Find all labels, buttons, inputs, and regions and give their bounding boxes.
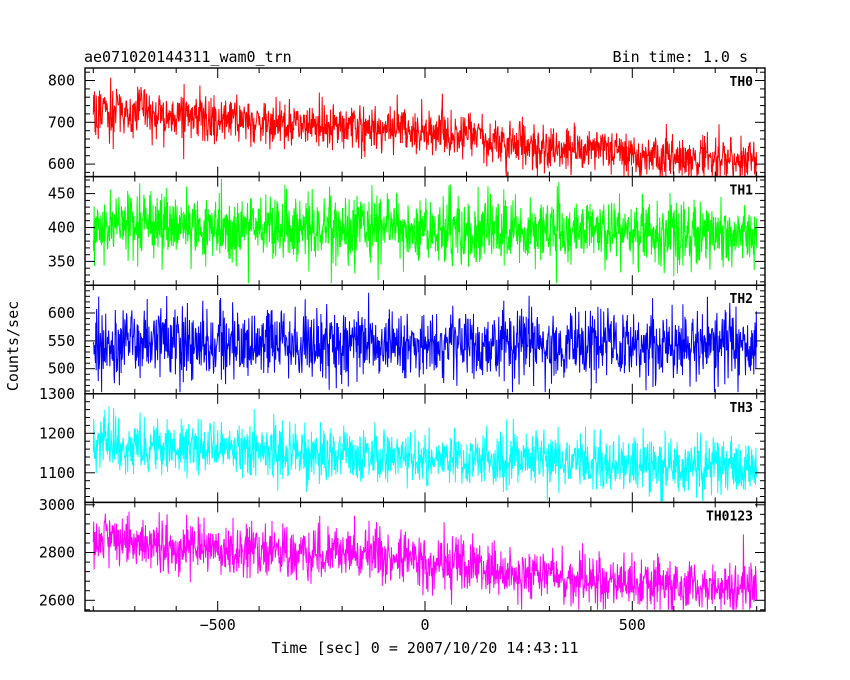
x-tick-label: 500 [619, 616, 646, 634]
y-tick-label-th3: 1300 [39, 385, 75, 403]
y-tick-label-th0123: 3000 [39, 496, 75, 514]
y-tick-label-th3: 1100 [39, 464, 75, 482]
y-tick-label-th3: 1200 [39, 424, 75, 442]
series-line-th0123 [92, 511, 758, 610]
x-tick-label: 0 [420, 616, 429, 634]
y-tick-label-th0: 700 [48, 113, 75, 131]
panel-label-th3: TH3 [730, 401, 753, 416]
panel-label-th0123: TH0123 [706, 509, 753, 524]
series-line-th2 [92, 292, 758, 393]
y-tick-label-th1: 350 [48, 252, 75, 270]
y-tick-label-th0123: 2600 [39, 591, 75, 609]
y-tick-label-th0: 600 [48, 155, 75, 173]
chart-title: ae071020144311_wam0_trn [84, 48, 292, 66]
y-tick-label-th0123: 2800 [39, 544, 75, 562]
panel-label-th0: TH0 [730, 75, 754, 90]
x-axis-label: Time [sec] 0 = 2007/10/20 14:43:11 [271, 639, 578, 657]
panel-frame-th0 [84, 67, 766, 178]
y-tick-label-th2: 600 [48, 304, 75, 322]
y-tick-label-th2: 550 [48, 332, 75, 350]
series-line-th0 [92, 77, 758, 178]
x-tick-label: −500 [200, 616, 236, 634]
panels-group: 600 700 800 TH0 350 400 450 TH1 500 550 600 TH2 1100… [39, 67, 766, 634]
y-tick-label-th1: 450 [48, 185, 75, 203]
y-tick-label-th1: 400 [48, 219, 75, 237]
y-tick-label-th2: 500 [48, 360, 75, 378]
panel-label-th1: TH1 [730, 184, 754, 199]
y-axis-label: Counts/sec [4, 301, 22, 391]
panel-label-th2: TH2 [730, 292, 753, 307]
series-line-th3 [92, 406, 758, 502]
bin-time-label: Bin time: 1.0 s [613, 48, 748, 66]
series-line-th1 [92, 178, 758, 284]
y-tick-label-th0: 800 [48, 72, 75, 90]
